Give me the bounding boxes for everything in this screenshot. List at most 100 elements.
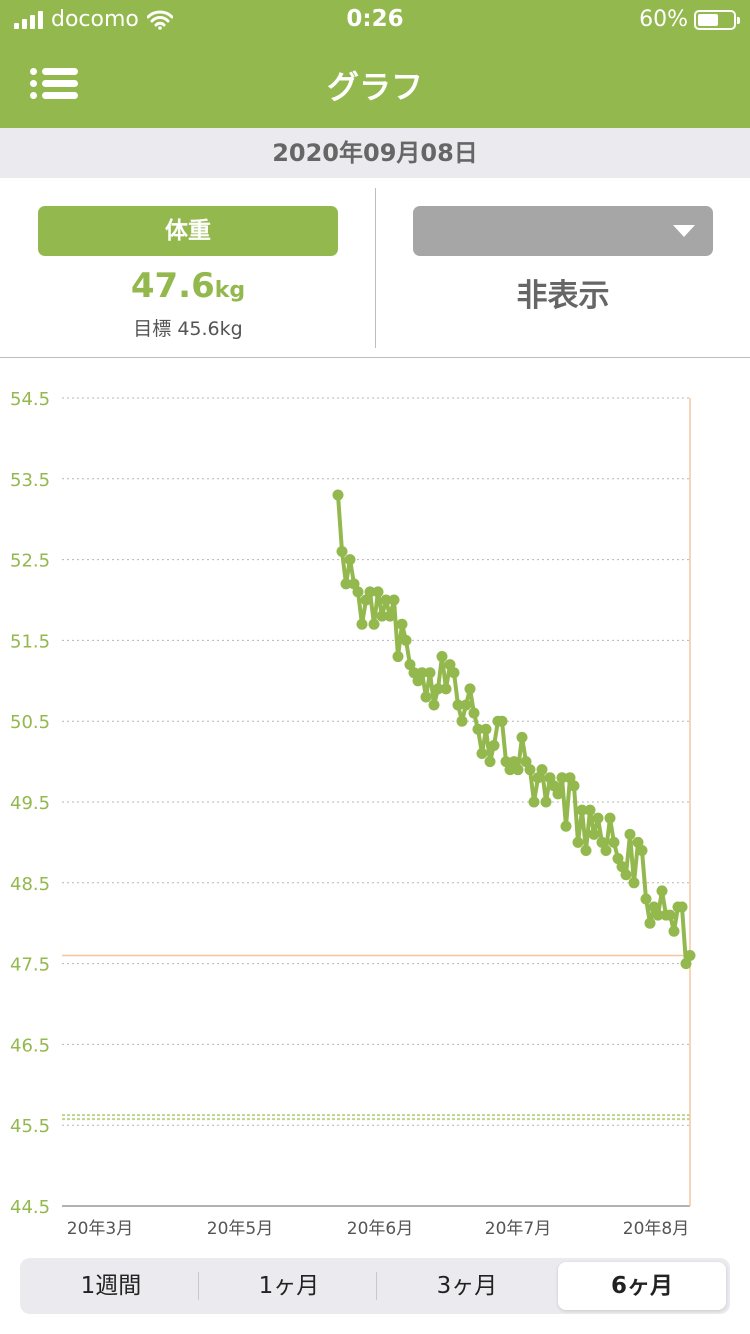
data-point: [472, 723, 484, 735]
data-point: [484, 756, 496, 768]
data-point: [340, 578, 352, 590]
carrier-name: docomo: [51, 7, 139, 32]
x-tick-label: 20年5月: [207, 1219, 273, 1239]
data-point: [372, 586, 384, 598]
data-point: [628, 877, 640, 889]
data-point: [480, 723, 492, 735]
data-point: [496, 715, 508, 727]
y-tick-label: 45.5: [10, 1116, 50, 1137]
data-point: [432, 683, 444, 695]
data-point: [540, 796, 552, 808]
weight-chart-svg: 54.5 53.5 52.5 51.5 50.5 49.5 48.5 47.5 46.5 45.5…: [10, 389, 696, 1239]
goal-weight: 目標 45.6kg: [133, 318, 243, 340]
y-tick-label: 49.5: [10, 793, 50, 814]
y-tick-label: 52.5: [10, 551, 50, 572]
data-point: [524, 764, 536, 776]
range-tab-6months[interactable]: 6ヶ月: [558, 1262, 726, 1310]
y-tick-label: 47.5: [10, 955, 50, 976]
y-tick-label: 48.5: [10, 874, 50, 895]
x-tick-label: 20年6月: [347, 1219, 413, 1239]
data-point: [420, 691, 432, 703]
menu-list-icon[interactable]: [30, 64, 78, 104]
nav-bar: グラフ: [0, 40, 750, 128]
data-point: [380, 594, 392, 606]
data-point: [356, 618, 368, 630]
range-tab-1week[interactable]: 1週間: [80, 1273, 142, 1299]
x-tick-label: 20年8月: [623, 1219, 689, 1239]
carrier-group: docomo: [14, 7, 173, 32]
weight-chart: 54.5 53.5 52.5 51.5 50.5 49.5 48.5 47.5 46.5 45.5…: [0, 358, 750, 1250]
data-point: [488, 739, 500, 751]
data-point: [396, 618, 408, 630]
data-point: [516, 731, 528, 743]
data-point: [556, 772, 568, 784]
data-point: [592, 812, 604, 824]
range-selector: 1週間 1ヶ月 3ヶ月 6ヶ月: [20, 1258, 730, 1314]
data-point: [536, 764, 548, 776]
data-point: [552, 788, 564, 800]
data-point: [584, 804, 596, 816]
range-tab-3months[interactable]: 3ヶ月: [436, 1273, 498, 1299]
wifi-icon: [146, 10, 173, 30]
data-point: [400, 634, 412, 646]
data-point: [368, 618, 380, 630]
y-tick-label: 46.5: [10, 1035, 50, 1056]
data-point: [468, 707, 480, 719]
current-weight-unit: kg: [214, 278, 246, 303]
data-point: [608, 836, 620, 848]
current-weight-number: 47.6: [130, 266, 215, 306]
y-tick-label: 50.5: [10, 712, 50, 733]
data-point: [664, 909, 676, 921]
data-point: [424, 667, 436, 679]
data-point: [448, 667, 460, 679]
y-tick-label: 53.5: [10, 470, 50, 491]
data-point: [416, 667, 428, 679]
battery-percent: 60%: [639, 7, 688, 32]
data-point: [636, 844, 648, 856]
y-tick-label: 44.5: [10, 1197, 50, 1218]
status-time: 0:26: [346, 6, 404, 32]
summary-panel: 体重 47.6kg 目標 45.6kg 非表示: [0, 178, 750, 358]
data-point: [528, 796, 540, 808]
data-point: [560, 820, 572, 832]
data-point: [624, 828, 636, 840]
range-separator: [376, 1272, 377, 1300]
data-point: [572, 836, 584, 848]
data-point: [388, 594, 400, 606]
series-line: [336, 494, 692, 966]
battery-icon: [694, 9, 740, 30]
y-tick-label: 54.5: [10, 389, 50, 410]
weight-button[interactable]: 体重: [38, 206, 338, 256]
data-point: [600, 844, 612, 856]
signal-strength-icon: [14, 10, 43, 29]
status-bar: docomo 0:26 60%: [0, 0, 750, 40]
data-point: [668, 925, 680, 937]
x-tick-label: 20年7月: [485, 1219, 551, 1239]
data-point: [652, 909, 664, 921]
data-point: [568, 780, 580, 792]
data-point: [476, 748, 488, 760]
data-point: [344, 554, 356, 566]
range-tab-1month[interactable]: 1ヶ月: [258, 1273, 320, 1299]
battery-group: 60%: [639, 7, 740, 32]
data-point: [456, 715, 468, 727]
data-point: [336, 546, 348, 558]
data-point: [656, 885, 668, 897]
data-point: [352, 586, 364, 598]
data-point: [332, 489, 344, 501]
chevron-down-icon: [673, 225, 695, 237]
data-point: [464, 683, 476, 695]
range-separator: [198, 1272, 199, 1300]
summary-divider: [375, 188, 376, 348]
y-tick-label: 51.5: [10, 631, 50, 652]
data-point: [604, 812, 616, 824]
data-point: [640, 893, 652, 905]
secondary-metric-dropdown[interactable]: [413, 206, 713, 256]
data-point: [460, 699, 472, 711]
secondary-metric-label: 非表示: [516, 278, 610, 314]
data-point: [580, 844, 592, 856]
data-point: [644, 917, 656, 929]
data-point: [428, 699, 440, 711]
data-point: [440, 683, 452, 695]
data-point: [392, 651, 404, 663]
